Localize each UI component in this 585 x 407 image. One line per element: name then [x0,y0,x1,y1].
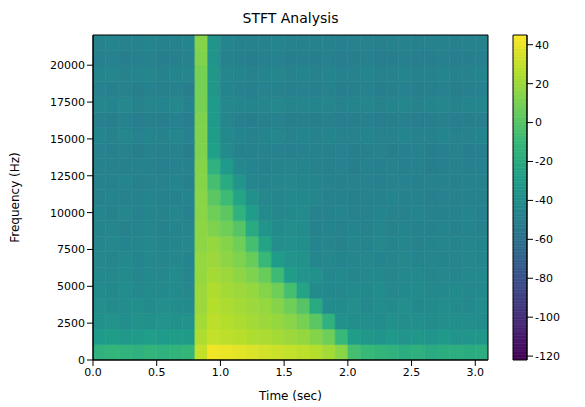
svg-text:-100: -100 [535,311,560,324]
svg-text:10000: 10000 [50,207,85,220]
svg-text:-60: -60 [535,233,553,246]
svg-text:15000: 15000 [50,133,85,146]
svg-text:-40: -40 [535,194,553,207]
svg-text:3.0: 3.0 [467,366,485,379]
svg-text:Time (sec): Time (sec) [258,389,322,403]
svg-text:7500: 7500 [57,243,85,256]
svg-text:0: 0 [535,116,542,129]
svg-text:0.0: 0.0 [84,366,102,379]
svg-text:0: 0 [78,354,85,367]
svg-text:20000: 20000 [50,59,85,72]
svg-text:-20: -20 [535,155,553,168]
svg-text:-80: -80 [535,272,553,285]
svg-text:1.5: 1.5 [275,366,293,379]
svg-text:2500: 2500 [57,317,85,330]
svg-text:2.5: 2.5 [403,366,421,379]
svg-text:0.5: 0.5 [148,366,166,379]
svg-text:12500: 12500 [50,170,85,183]
html-text:STFT Analysis: STFT Analysis [242,10,339,26]
svg-text:1.0: 1.0 [212,366,230,379]
svg-text:17500: 17500 [50,96,85,109]
svg-text:2.0: 2.0 [339,366,357,379]
svg-text:Frequency (Hz): Frequency (Hz) [8,152,22,243]
svg-text:-120: -120 [535,350,560,363]
svg-text:40: 40 [535,39,549,52]
svg-text:20: 20 [535,78,549,91]
svg-text:5000: 5000 [57,280,85,293]
